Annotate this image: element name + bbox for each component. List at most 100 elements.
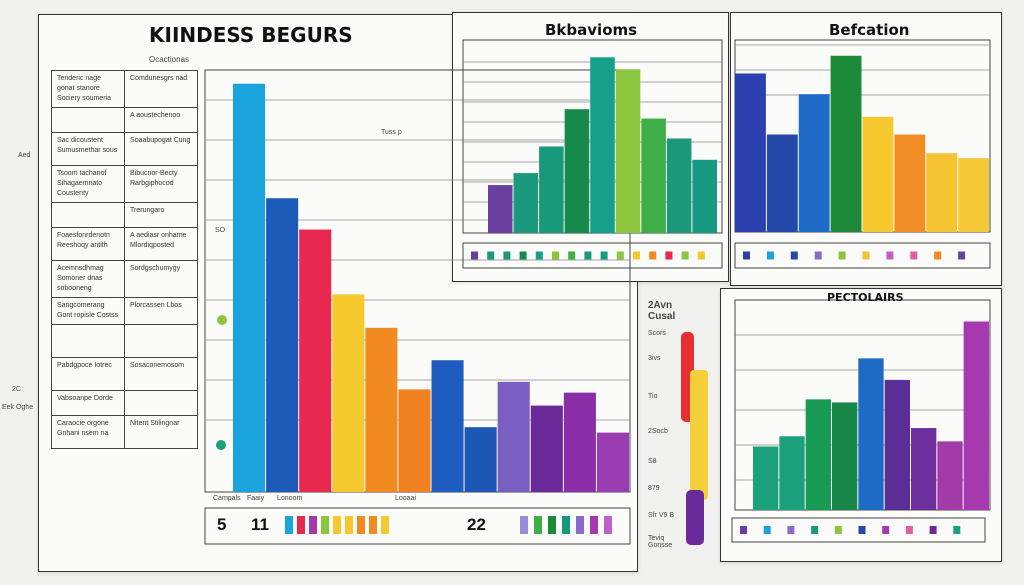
bar xyxy=(596,432,629,492)
legend-swatch xyxy=(487,251,495,260)
table-cell: Foaesfonrdenotn Reeshoqy antith xyxy=(51,227,125,261)
bar xyxy=(666,138,692,233)
legend-swatch xyxy=(787,526,795,534)
bar xyxy=(564,109,590,233)
bar xyxy=(735,73,766,232)
table-header: Ocactionas xyxy=(149,55,190,64)
table-cell xyxy=(51,202,125,228)
bar xyxy=(798,94,830,233)
table-cell xyxy=(124,390,198,416)
legend-swatch xyxy=(697,251,705,260)
legend-swatch xyxy=(369,516,377,534)
pen-label: 879 xyxy=(648,485,660,492)
table-row: Tenderic nage gonat stanore Sociery soum… xyxy=(51,70,198,108)
table-cell: Sosaconemosom xyxy=(124,357,198,391)
bar xyxy=(513,173,539,233)
legend-swatch xyxy=(333,516,341,534)
bar xyxy=(488,185,513,233)
bar xyxy=(963,321,989,510)
side-label: 2C xyxy=(12,386,21,393)
legend-swatch xyxy=(297,516,305,534)
table-cell: Caraocie orgone Gnhani nsem na xyxy=(51,415,125,449)
legend-swatch xyxy=(740,526,747,534)
legend-swatch xyxy=(934,251,942,260)
legend-swatch xyxy=(548,516,556,534)
bar xyxy=(233,83,266,492)
legend-swatch xyxy=(590,516,598,534)
pencil-icon xyxy=(690,370,708,500)
axis-label: Looaai xyxy=(395,495,417,502)
legend-swatch xyxy=(503,251,511,260)
table-cell: Trerungaro xyxy=(124,202,198,228)
legend-swatch xyxy=(905,526,913,534)
table-cell: Comdunesgrs nad xyxy=(124,70,198,108)
legend-swatch xyxy=(357,516,365,534)
legend-swatch xyxy=(811,526,819,534)
bar xyxy=(692,159,717,233)
legend-swatch xyxy=(584,251,592,260)
chart-title: PECTOLAIRS xyxy=(827,291,904,304)
axis-label: SO xyxy=(215,227,226,234)
bar xyxy=(753,446,779,510)
bar xyxy=(911,428,937,510)
legend-swatch xyxy=(520,516,528,534)
bar xyxy=(805,399,831,510)
legend-swatch xyxy=(471,251,478,260)
legend-swatch xyxy=(743,251,750,260)
bar xyxy=(299,229,332,492)
table-row: Foaesfonrdenotn Reeshoqy antith A aediasr… xyxy=(51,227,198,261)
bar xyxy=(779,436,805,510)
table-row: Caraocie orgone Gnhani nsem na Nitent Sti… xyxy=(51,415,198,449)
legend-swatch xyxy=(568,251,576,260)
bar xyxy=(958,158,989,232)
table-cell: Pabdgpoce Iotrec xyxy=(51,357,125,391)
legend-swatch xyxy=(309,516,317,534)
legend-strip xyxy=(204,507,631,545)
bar xyxy=(539,146,564,233)
legend-swatch xyxy=(910,251,918,260)
bar xyxy=(464,427,497,492)
legend-strip xyxy=(734,242,991,269)
table-cell xyxy=(51,107,125,133)
legend-swatch xyxy=(552,251,559,260)
table-row: Acemnsdhmag Somoner dnas sobooneng Sordgs… xyxy=(51,260,198,298)
legend-swatch xyxy=(790,251,798,260)
legend-swatch xyxy=(665,251,673,260)
table-cell: Acemnsdhmag Somoner dnas sobooneng xyxy=(51,260,125,298)
bar xyxy=(266,198,299,493)
side-label: Eek Oghe xyxy=(2,404,34,411)
legend-swatch xyxy=(929,526,937,534)
bar xyxy=(563,392,596,492)
axis-label: Faaiy xyxy=(247,495,265,502)
table-cell: Sac dicoustent Sumusmethar sous xyxy=(51,132,125,166)
legend-swatch xyxy=(958,251,966,260)
legend-swatch xyxy=(604,516,612,534)
bar xyxy=(497,381,530,492)
legend-swatch xyxy=(321,516,329,534)
table-cell: Plorcassen Lbos xyxy=(124,297,198,325)
legend-number-5: 5 xyxy=(217,515,227,534)
table-cell: Bibucnor-Becty Rarbgiphocod xyxy=(124,165,198,203)
marker-icon xyxy=(686,490,704,545)
main-title: KIINDESS BEGURS xyxy=(149,23,353,47)
bar xyxy=(431,360,464,492)
bar xyxy=(937,441,963,510)
axis-label: Lonoom xyxy=(277,495,303,502)
pen-label: Tio xyxy=(648,393,658,400)
legend-swatch xyxy=(763,526,771,534)
table-cell: A aoustechenoo xyxy=(124,107,198,133)
table-row: Pabdgpoce Iotrec Sosaconemosom xyxy=(51,357,198,391)
table-cell xyxy=(124,324,198,358)
bar xyxy=(365,327,398,492)
legend-swatch xyxy=(862,251,870,260)
legend-swatch xyxy=(649,251,657,260)
bar xyxy=(590,57,615,233)
table-cell: A aediasr onhame Mlordiqposted xyxy=(124,227,198,261)
table-row: Vabsoanpe Dorde xyxy=(51,390,198,416)
table-row: Tsoom tachanof Sihagaemnato Coustenty Bib… xyxy=(51,165,198,203)
legend-swatch xyxy=(834,526,842,534)
legend-swatch xyxy=(534,516,542,534)
table-row: A aoustechenoo xyxy=(51,107,198,133)
legend-swatch xyxy=(858,526,866,534)
